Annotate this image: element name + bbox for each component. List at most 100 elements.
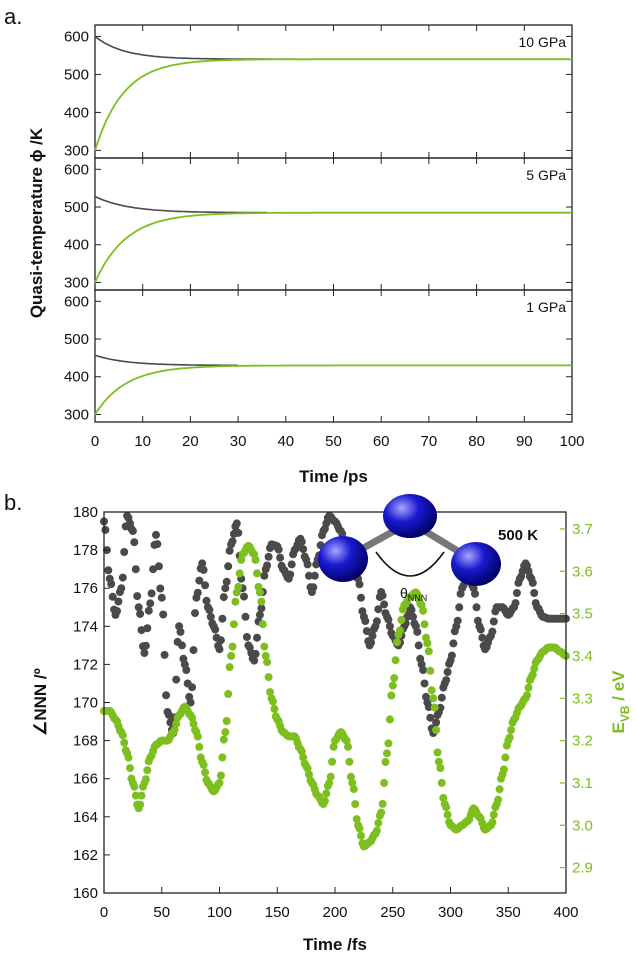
angle-point (426, 713, 435, 722)
angle-point (104, 566, 113, 575)
energy-point (229, 620, 238, 629)
energy-point (253, 569, 261, 578)
angle-point (224, 562, 233, 571)
energy-point (126, 764, 134, 773)
energy-point (385, 715, 394, 724)
energy-point (255, 588, 264, 597)
angle-point (242, 633, 251, 641)
energy-point (225, 663, 234, 672)
series-dark-line (94, 195, 267, 214)
angle-point (274, 545, 283, 554)
right-y-tick-label: 3.7 (572, 521, 593, 538)
energy-point (344, 742, 352, 751)
angle-label-sub: NNN (408, 593, 428, 603)
angle-point (478, 633, 487, 642)
angle-point (447, 651, 456, 660)
temperature-annotation: 500 K (498, 527, 538, 544)
angle-point (234, 528, 243, 537)
angle-point (141, 641, 150, 650)
energy-point (442, 803, 451, 812)
angle-point (232, 519, 241, 528)
energy-point (141, 775, 150, 784)
y-tick-label: 300 (64, 142, 89, 159)
angle-point (198, 559, 207, 568)
angle-point (338, 529, 347, 538)
angle-point (407, 606, 416, 614)
energy-point (201, 768, 210, 777)
left-y-tick-label: 160 (73, 885, 98, 902)
energy-point (424, 647, 433, 656)
angle-point (253, 633, 261, 642)
energy-point (396, 626, 404, 635)
energy-point (346, 772, 355, 781)
angle-point (172, 675, 181, 684)
angle-point (101, 525, 110, 534)
left-y-tick-label: 162 (73, 847, 98, 864)
angle-label-main: θ (400, 585, 408, 601)
energy-point (488, 818, 497, 827)
angle-point (201, 581, 210, 590)
angle-point (218, 614, 227, 623)
angle-point (133, 592, 142, 601)
pressure-label: 1 GPa (526, 299, 566, 315)
energy-point (120, 738, 129, 747)
energy-point (266, 688, 274, 697)
energy-point (137, 791, 146, 800)
energy-point (130, 782, 139, 791)
x-tick-label: 90 (516, 433, 533, 450)
x-tick-label: 30 (230, 433, 247, 450)
energy-point (387, 691, 396, 700)
energy-point (374, 819, 383, 828)
energy-point (231, 597, 240, 606)
energy-point (303, 764, 312, 773)
energy-point (188, 713, 197, 722)
y-tick-label: 400 (64, 369, 89, 386)
x-tick-label: 350 (496, 904, 521, 921)
angle-point (216, 636, 225, 645)
angle-point (511, 599, 520, 608)
energy-point (523, 691, 531, 700)
energy-point (432, 726, 441, 734)
angle-point (225, 546, 234, 555)
energy-point (297, 747, 306, 756)
energy-point (193, 732, 202, 741)
angle-point (191, 609, 199, 618)
angle-point (222, 577, 231, 586)
y-tick-label: 400 (64, 237, 89, 254)
y-tick-label: 300 (64, 406, 89, 423)
energy-point (143, 766, 152, 775)
energy-point (372, 826, 381, 835)
energy-point (320, 797, 329, 805)
angle-point (202, 596, 211, 605)
left-y-tick-label: 168 (73, 733, 98, 750)
angle-point (409, 612, 417, 621)
x-tick-label: 250 (380, 904, 405, 921)
energy-point (436, 764, 445, 772)
panel-label-a: a. (4, 4, 22, 29)
x-tick-label: 100 (207, 904, 232, 921)
energy-point (257, 597, 266, 606)
energy-point (437, 778, 446, 787)
angle-point (378, 591, 387, 600)
angle-point (374, 605, 383, 614)
angle-point (305, 571, 313, 580)
angle-point (367, 638, 376, 647)
energy-point (251, 555, 260, 564)
energy-point (199, 760, 208, 769)
angle-point (512, 589, 521, 597)
energy-point (357, 831, 365, 840)
angle-point (471, 589, 479, 598)
angle-point (162, 691, 171, 700)
angle-point (257, 604, 266, 613)
energy-point (215, 778, 224, 787)
energy-point (433, 748, 442, 757)
energy-point (235, 569, 244, 578)
subplot-2: 300 400 500 600 1 GPa (64, 289, 573, 423)
angle-point (182, 666, 191, 674)
angle-point (297, 537, 306, 546)
y-tick-label: 300 (64, 274, 89, 291)
energy-point (390, 674, 399, 683)
energy-point (131, 791, 140, 800)
angle-point (178, 641, 186, 650)
energy-point (420, 620, 429, 629)
